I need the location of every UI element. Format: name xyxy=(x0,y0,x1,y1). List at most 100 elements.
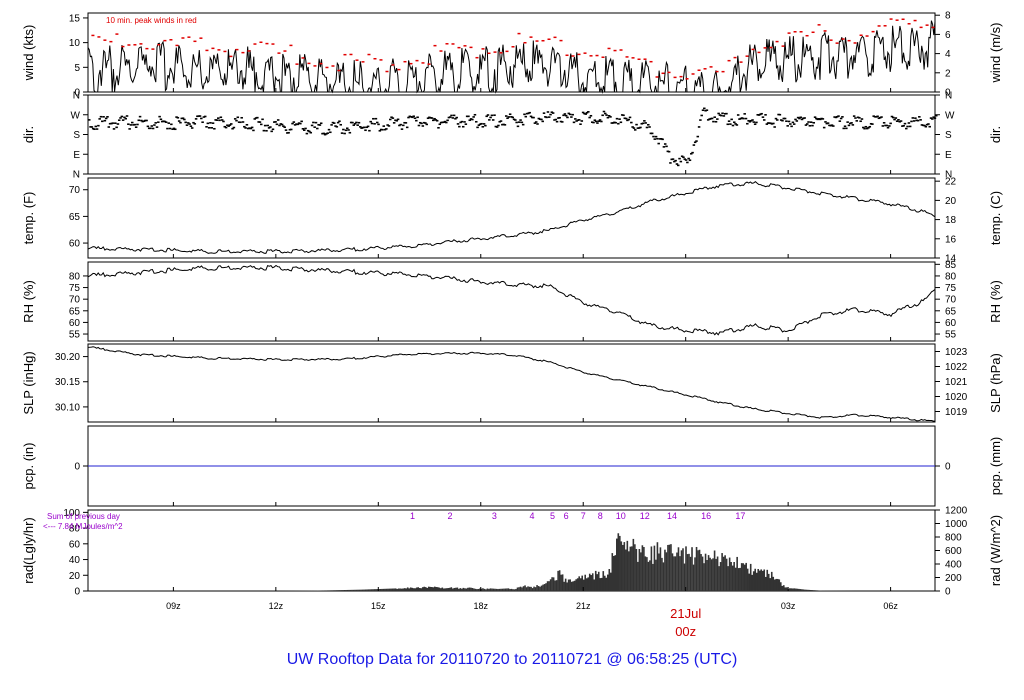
dir-point xyxy=(301,128,305,130)
dir-point xyxy=(485,115,488,118)
rh-right-tick-label: 55 xyxy=(945,330,957,341)
dir-point xyxy=(619,121,623,124)
dir-point xyxy=(764,114,767,116)
dir-point xyxy=(545,116,548,119)
dir-point xyxy=(297,122,301,124)
dir-point xyxy=(407,116,410,119)
dir-point xyxy=(192,121,195,124)
dir-point xyxy=(120,115,124,118)
dir-point xyxy=(336,121,340,124)
dir-point xyxy=(731,124,735,127)
dir-point xyxy=(848,122,852,125)
dir-point xyxy=(713,116,716,118)
dir-point xyxy=(716,118,719,120)
dir-point xyxy=(666,150,670,153)
rad-left-tick-label: 100 xyxy=(63,508,80,519)
dir-point xyxy=(800,118,804,121)
wind-peak-mark xyxy=(205,49,209,52)
dir-point xyxy=(762,119,766,121)
dir-point xyxy=(525,112,529,115)
x-tick-label: 06z xyxy=(883,601,898,611)
dir-point xyxy=(915,119,918,122)
dir-point xyxy=(515,121,518,124)
dir-point xyxy=(426,117,430,120)
dir-point xyxy=(695,140,698,142)
wind-peak-mark xyxy=(505,50,509,53)
dir-point xyxy=(175,116,178,118)
dir-point xyxy=(736,114,740,116)
dir-point xyxy=(639,126,642,129)
wind-peak-mark xyxy=(181,37,185,39)
dir-point xyxy=(396,118,400,121)
dir-point xyxy=(125,115,129,117)
dir-point xyxy=(394,119,397,122)
dir-point xyxy=(370,122,374,125)
dir-point xyxy=(356,124,359,126)
dir-point xyxy=(635,123,638,126)
dir-point xyxy=(627,118,630,121)
dir-point xyxy=(718,114,722,116)
dir-point xyxy=(246,127,250,130)
rad-right-tick-label: 800 xyxy=(945,533,962,544)
dir-point xyxy=(415,119,418,122)
dir-point xyxy=(667,150,671,153)
dir-point xyxy=(493,114,496,116)
wind-peak-mark xyxy=(211,47,215,50)
temp-right-tick-label: 16 xyxy=(945,234,957,245)
dir-point xyxy=(919,119,922,121)
dir-point xyxy=(349,121,353,124)
wind-peak-mark xyxy=(895,19,899,21)
dir-point xyxy=(403,121,406,124)
dir-point xyxy=(271,128,275,131)
dir-point xyxy=(97,124,100,127)
dir-point xyxy=(867,126,870,129)
dir-point xyxy=(862,126,865,129)
dir-point xyxy=(846,121,849,123)
wind-peak-mark xyxy=(625,56,629,58)
dir-point xyxy=(604,112,607,115)
x-tick-label: 12z xyxy=(269,601,284,611)
dir-point xyxy=(710,117,714,120)
dir-point xyxy=(563,113,567,115)
dir-point xyxy=(830,124,834,126)
dir-point xyxy=(359,126,362,128)
dir-point xyxy=(648,126,651,128)
wind-left-tick-label: 15 xyxy=(69,13,81,24)
dir-point xyxy=(921,124,925,127)
wind-peak-mark xyxy=(157,43,161,46)
wind-peak-mark xyxy=(685,78,689,80)
dir-point xyxy=(641,122,645,125)
dir-point xyxy=(594,120,598,123)
wind-peak-mark xyxy=(253,43,257,45)
rad-hour-marker: 1 xyxy=(410,511,415,521)
dir-point xyxy=(897,118,900,121)
dir-point xyxy=(160,120,164,123)
dir-point xyxy=(570,116,573,118)
dir-point xyxy=(592,121,595,124)
dir-point xyxy=(662,146,666,148)
dir-point xyxy=(744,117,748,120)
rad-hour-marker: 5 xyxy=(550,511,555,521)
wind-peak-mark xyxy=(337,69,341,72)
dir-point xyxy=(187,122,190,124)
dir-point xyxy=(822,126,826,129)
dir-point xyxy=(632,127,636,129)
dir-point xyxy=(575,120,578,122)
dir-point xyxy=(597,120,601,122)
wind-peak-mark xyxy=(673,76,677,79)
dir-point xyxy=(413,117,417,120)
dir-point xyxy=(190,127,194,129)
dir-point xyxy=(709,117,713,120)
dir-point xyxy=(352,124,356,126)
dir-point xyxy=(717,112,720,115)
dir-point xyxy=(645,126,649,129)
dir-point xyxy=(819,118,822,121)
dir-point xyxy=(693,141,697,144)
rad-hour-marker: 12 xyxy=(640,511,650,521)
dir-point xyxy=(531,116,534,119)
dir-point xyxy=(321,132,324,135)
dir-point xyxy=(808,124,812,127)
wind-peak-mark xyxy=(889,18,893,20)
dir-point xyxy=(146,125,150,128)
dir-point xyxy=(615,117,619,120)
